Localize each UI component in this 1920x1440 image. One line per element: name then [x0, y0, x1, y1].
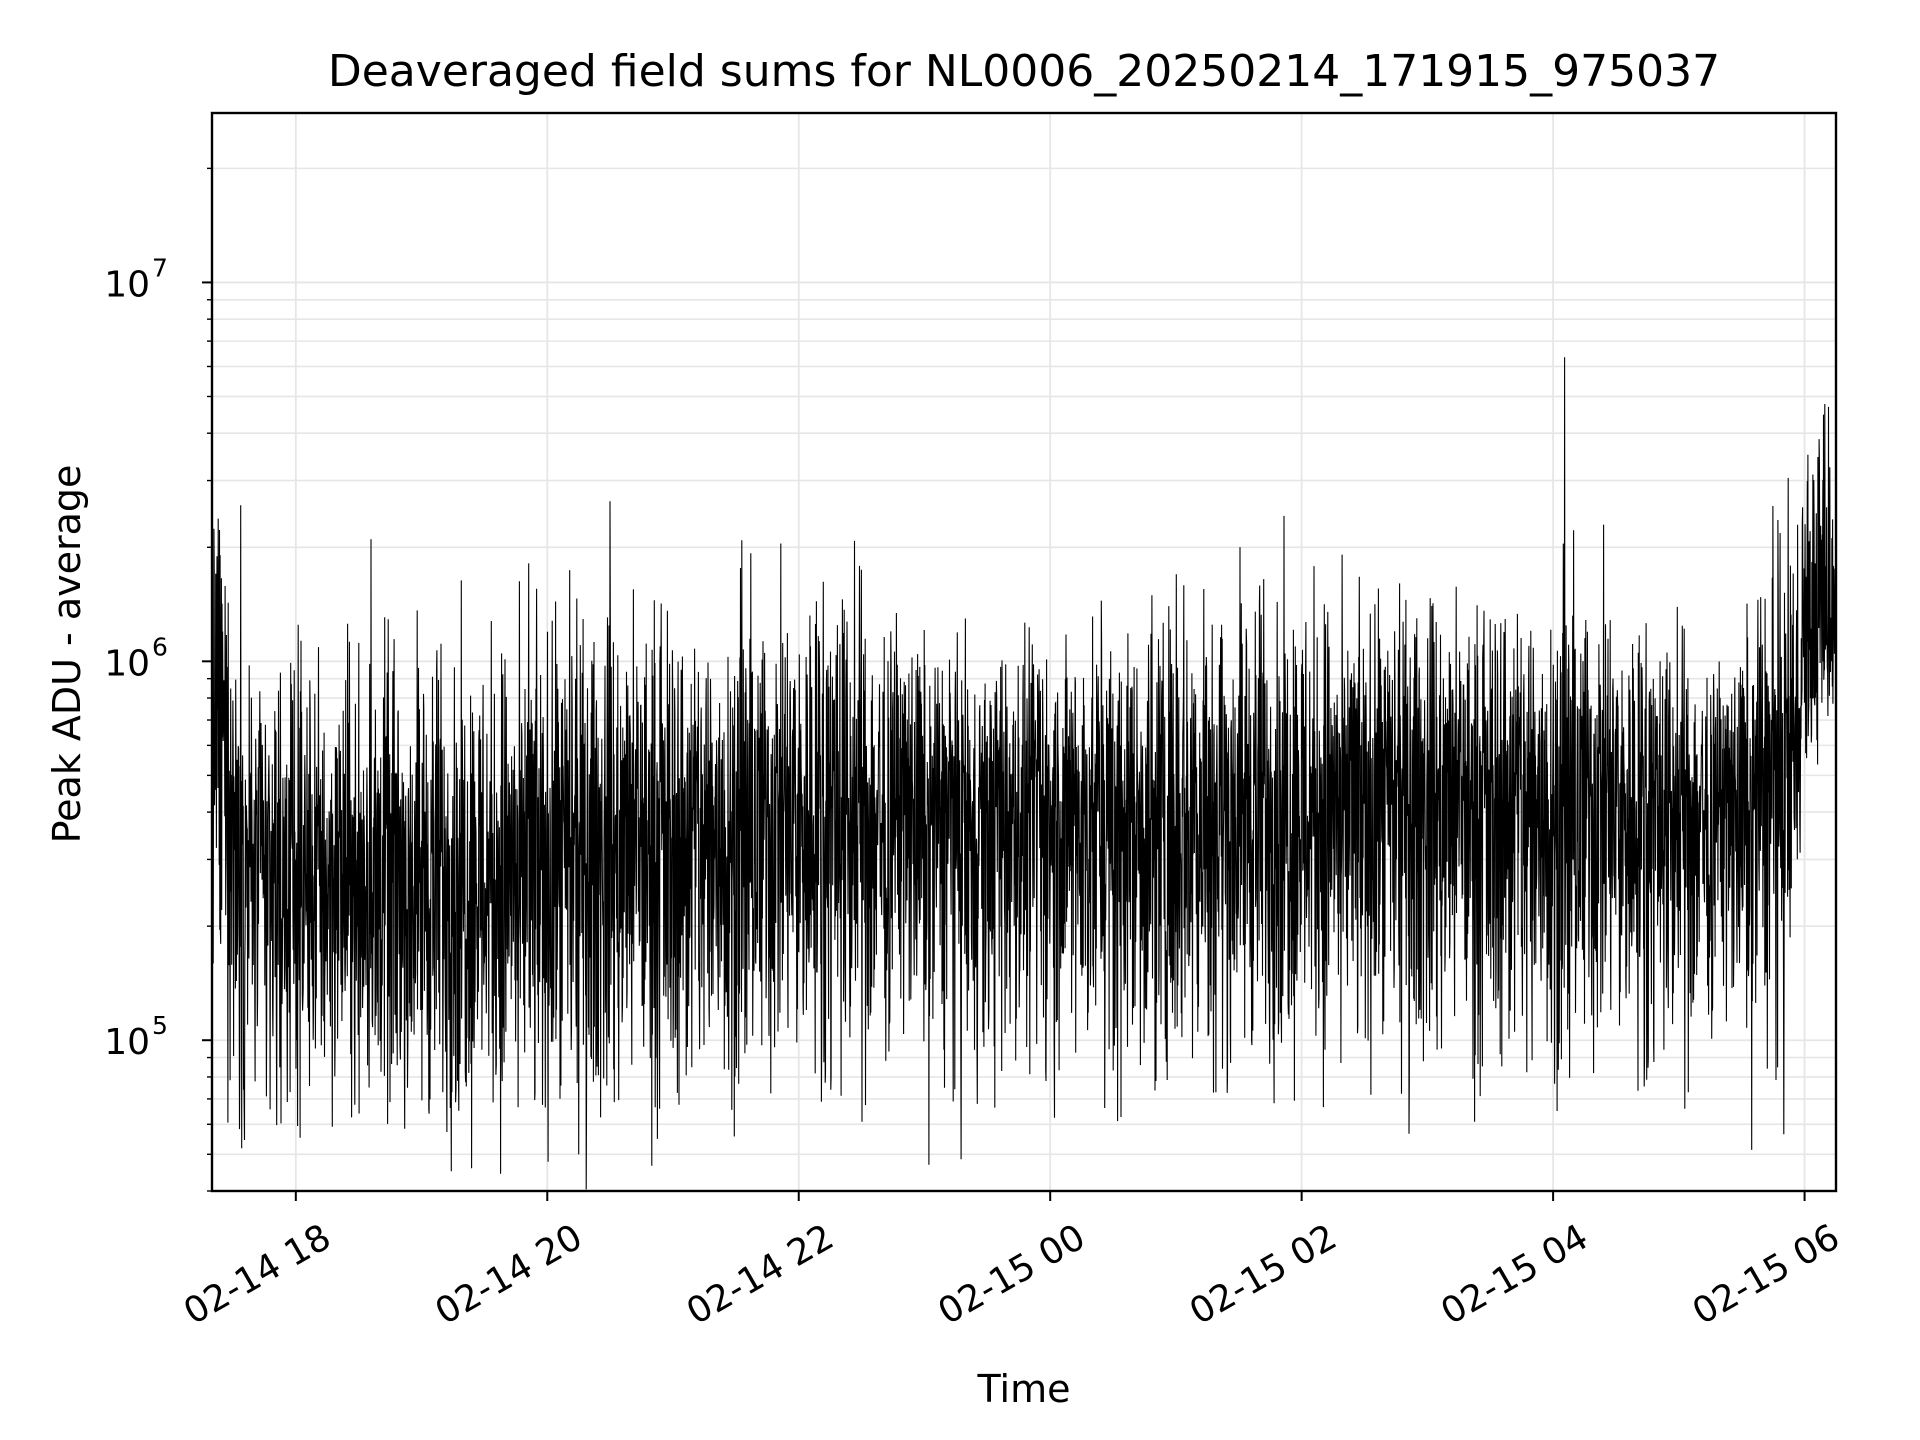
x-axis-label: Time	[977, 1367, 1071, 1411]
y-axis-label: Peak ADU - average	[45, 465, 89, 844]
chart-title: Deaveraged field sums for NL0006_2025021…	[328, 46, 1720, 97]
y-tick-label-exponent: 6	[152, 632, 168, 661]
y-tick-label: 10	[104, 264, 150, 305]
y-tick-label-exponent: 5	[152, 1011, 168, 1040]
y-tick-label: 10	[104, 1022, 150, 1063]
y-tick-label: 10	[104, 643, 150, 684]
plot-area	[212, 357, 1836, 1190]
axes-frame	[210, 111, 1838, 1193]
y-tick-label-exponent: 7	[152, 253, 168, 282]
series-line	[212, 357, 1836, 1190]
